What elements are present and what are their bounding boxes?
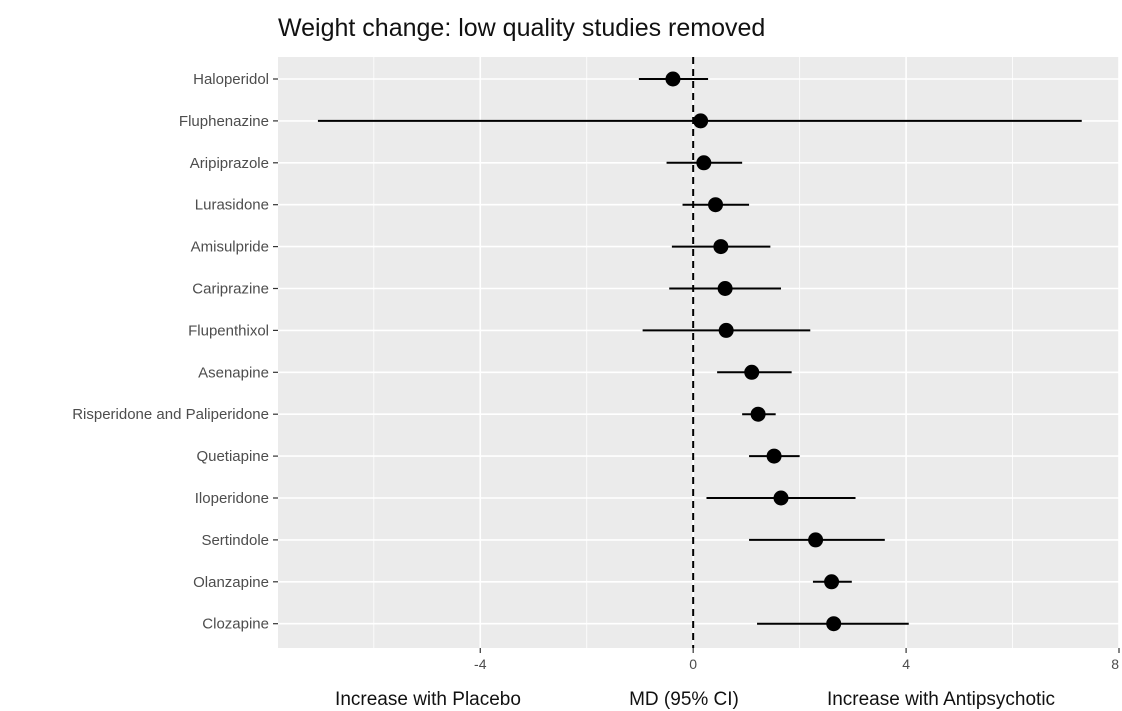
estimate-point: [824, 574, 840, 590]
y-tick-label: Asenapine: [198, 364, 269, 381]
estimate-point: [773, 490, 789, 506]
estimate-point: [717, 281, 733, 296]
y-tick-label: Amisulpride: [191, 239, 269, 256]
estimate-point: [713, 239, 729, 255]
estimate-point: [744, 364, 760, 380]
x-label-left: Increase with Placebo: [335, 689, 521, 710]
x-tick-label: 0: [689, 656, 697, 672]
y-tick-label: Sertindole: [201, 532, 269, 549]
data-marks: [317, 71, 1082, 632]
y-tick-label: Aripiprazole: [190, 155, 269, 172]
y-axis-ticks: Haloperidol Fluphenazine Aripiprazole Luras…: [72, 71, 278, 633]
plot-panel: [278, 57, 1119, 648]
x-axis-ticks: -4 0 4 8: [474, 648, 1120, 672]
y-tick-label: Quetiapine: [196, 448, 269, 465]
estimate-point: [696, 155, 712, 171]
x-tick-label: 8: [1111, 656, 1119, 672]
y-tick-label: Olanzapine: [193, 574, 269, 591]
estimate-point: [766, 448, 782, 464]
x-tick-label: -4: [474, 656, 487, 672]
estimate-point: [693, 113, 709, 129]
x-label-right: Increase with Antipsychotic: [827, 689, 1055, 710]
y-tick-label: Lurasidone: [195, 197, 269, 214]
y-tick-label: Clozapine: [202, 616, 269, 633]
estimate-point: [826, 616, 842, 632]
y-tick-label: Iloperidone: [195, 490, 269, 507]
estimate-point: [665, 71, 681, 87]
y-tick-label: Flupenthixol: [188, 322, 269, 339]
y-tick-label: Fluphenazine: [179, 113, 269, 130]
y-tick-label: Haloperidol: [193, 71, 269, 88]
x-tick-label: 4: [902, 656, 910, 672]
chart-title: Weight change: low quality studies remov…: [278, 14, 765, 42]
x-axis-label: MD (95% CI): [629, 689, 739, 710]
estimate-point: [750, 406, 766, 422]
estimate-point: [808, 532, 824, 548]
estimate-point: [708, 197, 724, 213]
y-tick-label: Cariprazine: [192, 281, 269, 298]
y-tick-label: Risperidone and Paliperidone: [72, 406, 269, 423]
estimate-point: [718, 322, 734, 338]
